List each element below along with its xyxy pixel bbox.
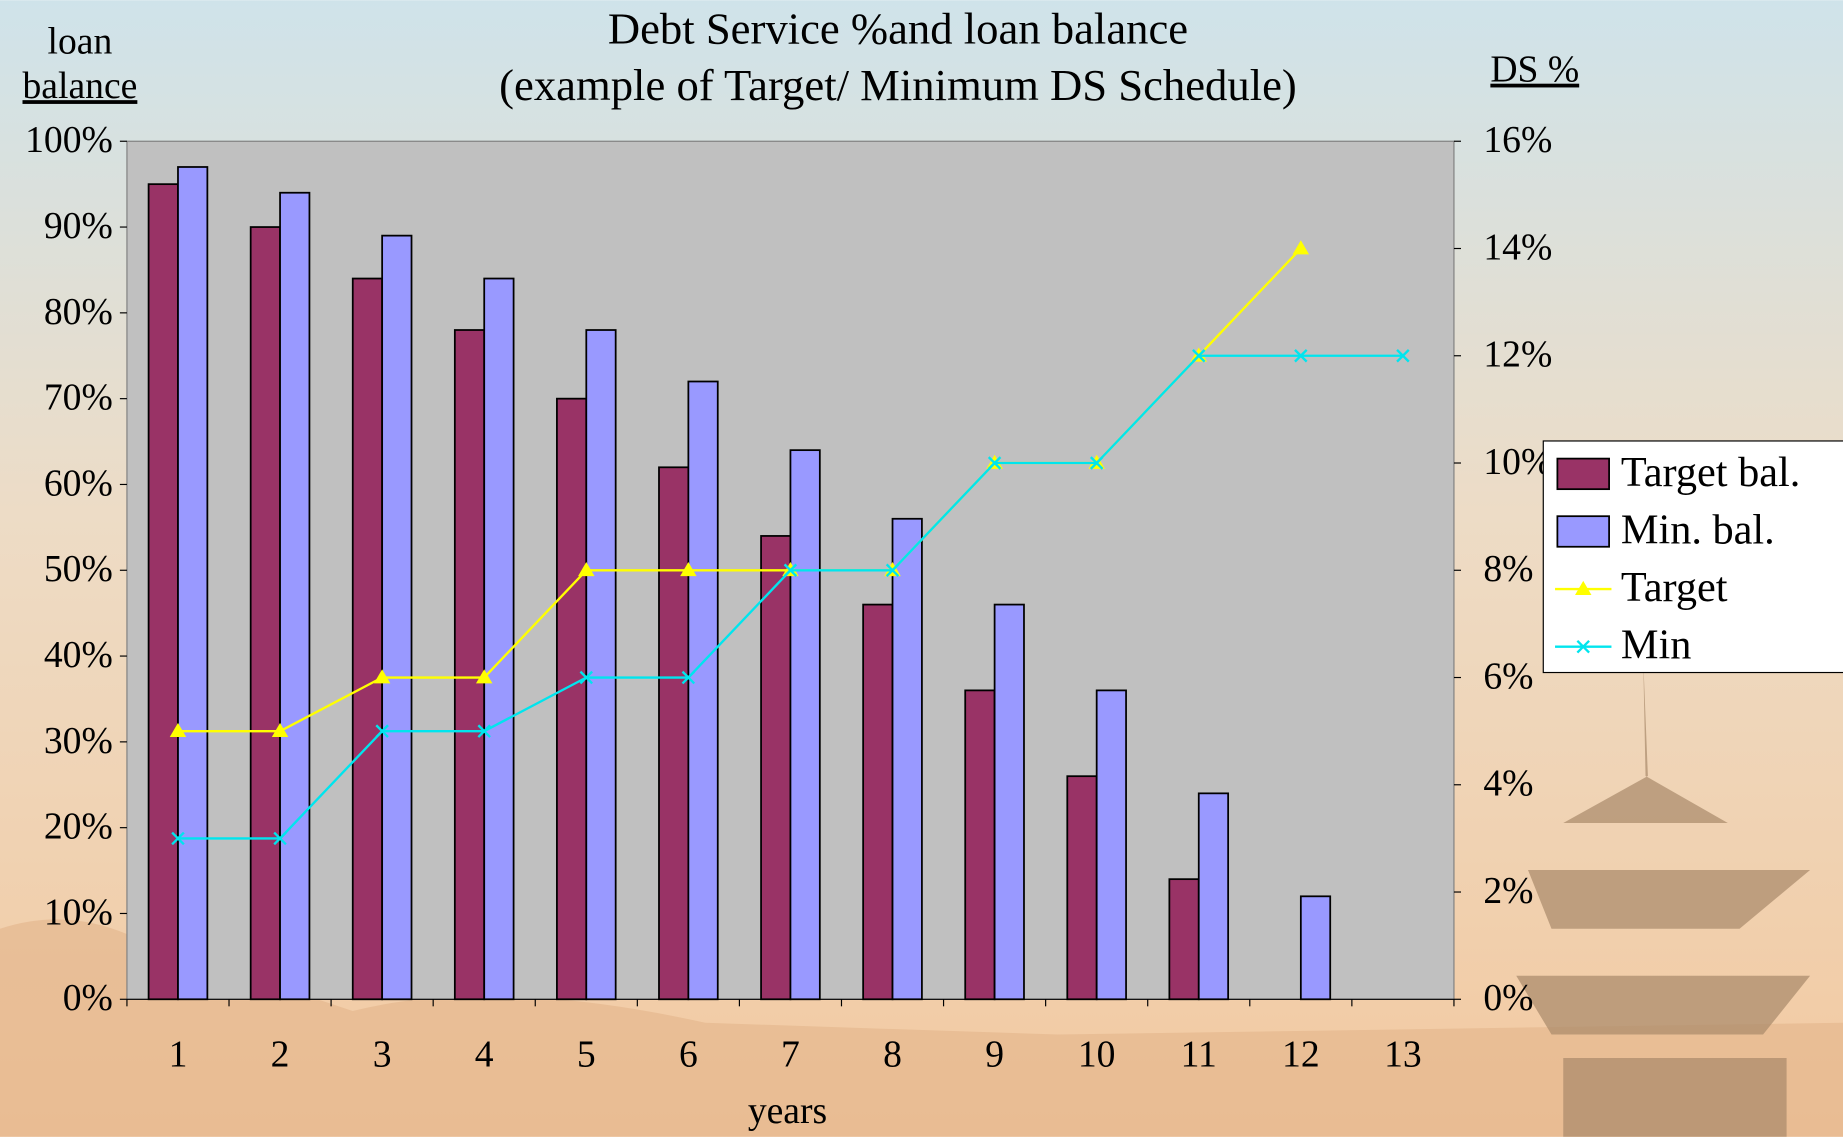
x-tick-label: 3 [373, 1034, 392, 1076]
chart-subtitle: (example of Target/ Minimum DS Schedule) [499, 60, 1297, 110]
bar [1301, 896, 1330, 999]
x-tick-label: 10 [1078, 1034, 1116, 1076]
bar [1097, 690, 1126, 999]
y-axis-title: balance [23, 65, 138, 107]
y2-tick-label: 2% [1483, 870, 1533, 912]
chart-title: Debt Service %and loan balance [608, 3, 1188, 53]
bar [1199, 793, 1228, 999]
bar [251, 227, 280, 999]
y2-tick-label: 16% [1483, 119, 1552, 161]
bar [353, 279, 382, 1000]
x-axis-title: years [748, 1090, 827, 1132]
bar [280, 193, 309, 1000]
y2-tick-label: 10% [1483, 441, 1552, 483]
y-axis-title: loan [48, 20, 113, 62]
bar [863, 605, 892, 1000]
bar [761, 536, 790, 999]
y2-tick-label: 0% [1483, 977, 1533, 1019]
y-tick-label: 50% [44, 548, 113, 590]
bar [1067, 776, 1096, 999]
x-tick-label: 4 [475, 1034, 494, 1076]
legend-label: Min. bal. [1621, 507, 1775, 554]
y-tick-label: 80% [44, 291, 113, 333]
y-tick-label: 30% [44, 720, 113, 762]
y2-tick-label: 4% [1483, 763, 1533, 805]
legend-label: Target bal. [1621, 449, 1800, 496]
y-tick-label: 0% [63, 977, 113, 1019]
x-tick-label: 11 [1181, 1034, 1217, 1076]
bar [178, 167, 207, 999]
legend-label: Min [1621, 622, 1692, 669]
bar [1169, 879, 1198, 999]
x-tick-label: 1 [169, 1034, 188, 1076]
y-tick-label: 20% [44, 806, 113, 848]
bar [149, 184, 178, 999]
y2-tick-label: 12% [1483, 334, 1552, 376]
bar [965, 690, 994, 999]
legend-swatch [1557, 516, 1609, 547]
bar [659, 467, 688, 999]
y2-tick-label: 14% [1483, 226, 1552, 268]
y-tick-label: 70% [44, 377, 113, 419]
x-tick-label: 8 [883, 1034, 902, 1076]
bar [790, 450, 819, 999]
y2-tick-label: 8% [1483, 548, 1533, 590]
y-tick-label: 10% [44, 891, 113, 933]
x-tick-label: 9 [985, 1034, 1004, 1076]
bar [586, 330, 615, 999]
y-tick-label: 60% [44, 462, 113, 504]
chart: Debt Service %and loan balance (example … [0, 0, 1843, 1137]
y2-axis-title: DS % [1490, 49, 1579, 91]
bar [557, 399, 586, 1000]
y-tick-label: 100% [25, 119, 113, 161]
legend-label: Target [1621, 564, 1728, 611]
x-tick-label: 6 [679, 1034, 698, 1076]
x-tick-label: 7 [781, 1034, 800, 1076]
y2-tick-label: 6% [1483, 655, 1533, 697]
y-tick-label: 90% [44, 205, 113, 247]
bar [455, 330, 484, 999]
x-tick-label: 13 [1384, 1034, 1422, 1076]
bar [382, 236, 411, 1000]
bar [484, 279, 513, 1000]
x-tick-label: 2 [271, 1034, 290, 1076]
bar [995, 605, 1024, 1000]
x-tick-label: 5 [577, 1034, 596, 1076]
x-tick-label: 12 [1282, 1034, 1320, 1076]
bar [893, 519, 922, 999]
bar [688, 381, 717, 999]
legend-swatch [1557, 459, 1609, 490]
page: {"chart_data": { "type": "bar", "title":… [0, 0, 1843, 1137]
y-tick-label: 40% [44, 634, 113, 676]
